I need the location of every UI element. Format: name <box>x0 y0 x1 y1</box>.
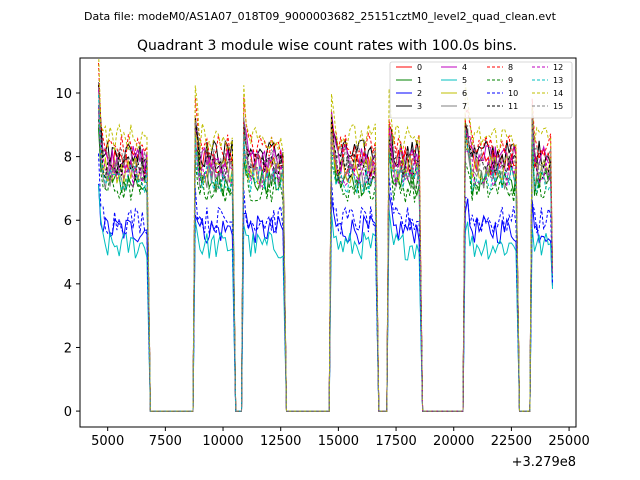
y-tick-label: 4 <box>64 278 72 293</box>
series-line-11 <box>98 105 553 412</box>
x-tick-label: 10000 <box>202 434 243 449</box>
legend-label-8: 8 <box>508 63 513 72</box>
data-file-suptitle: Data file: modeM0/AS1A07_018T09_90000036… <box>84 10 557 23</box>
series-layer <box>98 58 553 412</box>
x-tick-label: 7500 <box>149 434 182 449</box>
legend-label-11: 11 <box>508 102 518 111</box>
y-tick-label: 8 <box>64 151 72 166</box>
y-tick-label: 0 <box>64 405 72 420</box>
legend-label-1: 1 <box>417 76 422 85</box>
series-line-10 <box>98 153 553 412</box>
x-tick-label: 12500 <box>260 434 301 449</box>
axes-frame <box>79 57 577 428</box>
y-tick-label: 2 <box>64 341 72 356</box>
y-tick-label: 10 <box>55 87 72 102</box>
x-axis: 5000 7500 10000 12500 15000 17500 20000 22500 25… <box>91 427 590 449</box>
legend-label-4: 4 <box>462 63 467 72</box>
legend-label-10: 10 <box>508 89 518 98</box>
series-line-13 <box>98 94 553 412</box>
legend-label-9: 9 <box>508 76 513 85</box>
x-tick-label: 15000 <box>318 434 359 449</box>
legend-label-14: 14 <box>553 89 563 98</box>
legend-label-6: 6 <box>462 89 467 98</box>
series-line-9 <box>98 119 553 412</box>
legend-label-0: 0 <box>417 63 422 72</box>
x-tick-label: 25000 <box>548 434 589 449</box>
legend-label-13: 13 <box>553 76 563 85</box>
y-axis: 0 2 4 6 8 10 <box>55 87 80 420</box>
x-tick-label: 22500 <box>491 434 532 449</box>
legend-label-12: 12 <box>553 63 563 72</box>
series-line-12 <box>98 105 553 412</box>
legend-label-2: 2 <box>417 89 422 98</box>
x-tick-label: 5000 <box>91 434 124 449</box>
legend-label-3: 3 <box>417 102 422 111</box>
legend-box <box>389 61 573 119</box>
x-tick-label: 17500 <box>375 434 416 449</box>
series-line-1 <box>98 127 553 412</box>
legend-label-15: 15 <box>553 102 563 111</box>
y-tick-label: 6 <box>64 214 72 229</box>
series-line-14 <box>98 58 553 412</box>
legend-label-7: 7 <box>462 102 467 111</box>
legend-label-5: 5 <box>462 76 467 85</box>
chart-title: Quadrant 3 module wise count rates with … <box>137 38 517 54</box>
plot-area <box>98 58 553 412</box>
series-line-4 <box>98 88 553 412</box>
x-tick-label: 20000 <box>433 434 474 449</box>
series-line-15 <box>98 81 553 412</box>
x-offset-label: +3.279e8 <box>512 455 576 470</box>
